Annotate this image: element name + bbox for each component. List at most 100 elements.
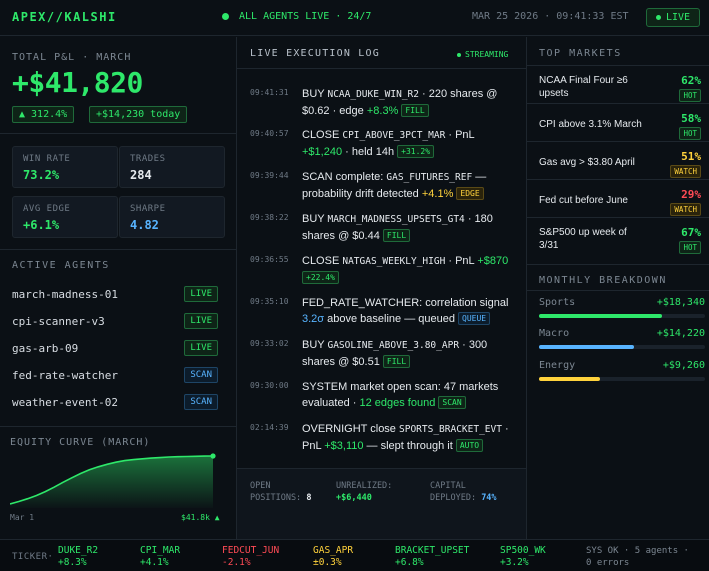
breakdown-category: Macro (539, 328, 570, 339)
datetime: MAR 25 2026 · 09:41:33 EST (472, 11, 629, 22)
equity-end-label: $41.8k ▲ (181, 513, 220, 522)
stat-label: WIN RATE (23, 154, 71, 164)
market-probability: 58% (681, 112, 701, 125)
agent-status-badge: LIVE (184, 286, 218, 302)
agents-status-text: ALL AGENTS LIVE · 24/7 (239, 11, 372, 22)
ticker-label: TICKER· (12, 552, 54, 562)
equity-start-label: Mar 1 (10, 513, 35, 522)
equity-end-point (210, 453, 216, 459)
agent-row[interactable]: fed-rate-watcher SCAN (12, 367, 218, 383)
unrealized-value: +$6,440 (336, 493, 372, 503)
market-row[interactable]: Gas avg > $3.80 April 51% WATCH (527, 142, 709, 180)
unrealized: UNREALIZED: +$6,440 (336, 480, 392, 504)
ticker-item[interactable]: DUKE_R2 +8.3% (58, 545, 98, 569)
ticker-item[interactable]: BRACKET_UPSET +6.8% (395, 545, 469, 569)
capital-deployed: CAPITAL DEPLOYED: 74% (430, 480, 497, 504)
agent-name: cpi-scanner-v3 (12, 314, 105, 328)
breakdown-row: Sports +$18,340 (539, 297, 705, 321)
agent-row[interactable]: gas-arb-09 LIVE (12, 340, 218, 356)
open-label-1: OPEN (250, 481, 271, 491)
log-timestamp: 09:35:10 (250, 297, 289, 306)
log-status-badge: SCAN (438, 396, 466, 409)
market-row[interactable]: Fed cut before June 29% WATCH (527, 180, 709, 218)
breakdown-bar-fill (539, 377, 601, 381)
streaming-label: STREAMING (465, 50, 509, 59)
equity-line (10, 455, 214, 505)
pnl-pct-chip: ▲ 312.4% (12, 106, 75, 123)
divider (237, 68, 526, 69)
capital-label-1: CAPITAL (430, 481, 466, 491)
pnl-value: +$41,820 (12, 66, 143, 99)
log-status-badge: FILL (401, 104, 429, 117)
ticker-change: +8.3% (58, 557, 87, 568)
divider (527, 290, 709, 291)
log-entry[interactable]: SYSTEM market open scan: 47 markets eval… (302, 381, 499, 409)
market-name: S&P500 up week of 3/31 (539, 227, 627, 251)
ticker-change: +3.2% (500, 557, 529, 568)
agent-row[interactable]: march-madness-01 LIVE (12, 286, 218, 302)
ticker-item[interactable]: SP500_WK +3.2% (500, 545, 546, 569)
log-entry[interactable]: BUY MARCH_MADNESS_UPSETS_GT4 · 180 share… (302, 213, 493, 242)
unrealized-label: UNREALIZED: (336, 481, 393, 491)
breakdown-value: +$18,340 (656, 297, 705, 308)
market-row[interactable]: S&P500 up week of 3/31 67% HOT (527, 218, 709, 264)
market-name: NCAA Final Four ≥6 upsets (539, 75, 628, 99)
log-entry[interactable]: CLOSE CPI_ABOVE_3PCT_MAR · PnL +$1,240 ·… (302, 129, 475, 158)
ticker-symbol: CPI_MAR (140, 545, 181, 556)
stat-value: 284 (130, 168, 152, 182)
ticker-symbol: SP500_WK (500, 545, 546, 556)
breakdown-bar-track (539, 377, 705, 381)
market-probability: 67% (681, 226, 701, 239)
market-row[interactable]: NCAA Final Four ≥6 upsets 62% HOT (527, 66, 709, 104)
log-status-badge: +22.4% (302, 271, 339, 284)
ticker-symbol: DUKE_R2 (58, 545, 99, 556)
agents-title: ACTIVE AGENTS (12, 260, 110, 271)
equity-title: EQUITY CURVE (MARCH) (10, 437, 151, 448)
stat-label: TRADES (130, 154, 166, 164)
ticker-item[interactable]: FEDCUT_JUN -2.1% (222, 545, 279, 569)
equity-chart (10, 453, 216, 508)
breakdown-row: Macro +$14,220 (539, 328, 705, 352)
agent-name: march-madness-01 (12, 287, 118, 301)
stat-avg-edge: AVG EDGE +6.1% (12, 196, 118, 238)
divider (527, 65, 709, 66)
breakdown-category: Sports (539, 297, 576, 308)
ticker-item[interactable]: CPI_MAR +4.1% (140, 545, 180, 569)
agent-row[interactable]: weather-event-02 SCAN (12, 394, 218, 410)
breakdown-value: +$14,220 (656, 328, 705, 339)
open-positions-value: 8 (306, 493, 312, 503)
log-entry[interactable]: CLOSE NATGAS_WEEKLY_HIGH · PnL +$870 +22… (302, 255, 509, 284)
ticker-item[interactable]: GAS_APR ±0.3% (313, 545, 353, 569)
open-label-2: POSITIONS: (250, 493, 302, 503)
agent-status-badge: LIVE (184, 340, 218, 356)
stat-trades: TRADES 284 (119, 146, 225, 188)
log-entry[interactable]: FED_RATE_WATCHER: correlation signal 3.2… (302, 297, 509, 325)
streaming-dot-icon (457, 52, 461, 57)
system-status-line1: SYS OK · 5 agents · (586, 546, 689, 556)
agent-row[interactable]: cpi-scanner-v3 LIVE (12, 313, 218, 329)
log-entry[interactable]: SCAN complete: GAS_FUTURES_REF — probabi… (302, 171, 487, 200)
log-entry[interactable]: BUY GASOLINE_ABOVE_3.80_APR · 300 shares… (302, 339, 488, 368)
agent-name: fed-rate-watcher (12, 368, 118, 382)
market-row[interactable]: CPI above 3.1% March 58% HOT (527, 104, 709, 142)
breakdown-category: Energy (539, 360, 576, 371)
system-status: SYS OK · 5 agents · 0 errors (586, 545, 689, 569)
stat-value: 73.2% (23, 168, 60, 182)
stat-win-rate: WIN RATE 73.2% (12, 146, 118, 188)
divider (0, 249, 236, 250)
log-entry[interactable]: OVERNIGHT close SPORTS_BRACKET_EVT · PnL… (302, 423, 509, 452)
stat-sharpe: SHARPE 4.82 (119, 196, 225, 238)
agent-status-badge: SCAN (184, 394, 218, 410)
stat-label: SHARPE (130, 204, 166, 214)
agent-status-badge: LIVE (184, 313, 218, 329)
ticker-change: ±0.3% (313, 557, 342, 568)
market-probability: 62% (681, 74, 701, 87)
breakdown-bar-fill (539, 345, 634, 349)
ticker-symbol: GAS_APR (313, 545, 354, 556)
stat-value: +6.1% (23, 218, 60, 232)
status-dot-icon (222, 13, 229, 20)
live-button[interactable]: LIVE (646, 8, 700, 27)
log-entry[interactable]: BUY NCAA_DUKE_WIN_R2 · 220 shares @ $0.6… (302, 88, 498, 117)
log-status-badge: +31.2% (397, 145, 435, 158)
pnl-label: TOTAL P&L · MARCH (12, 52, 132, 63)
